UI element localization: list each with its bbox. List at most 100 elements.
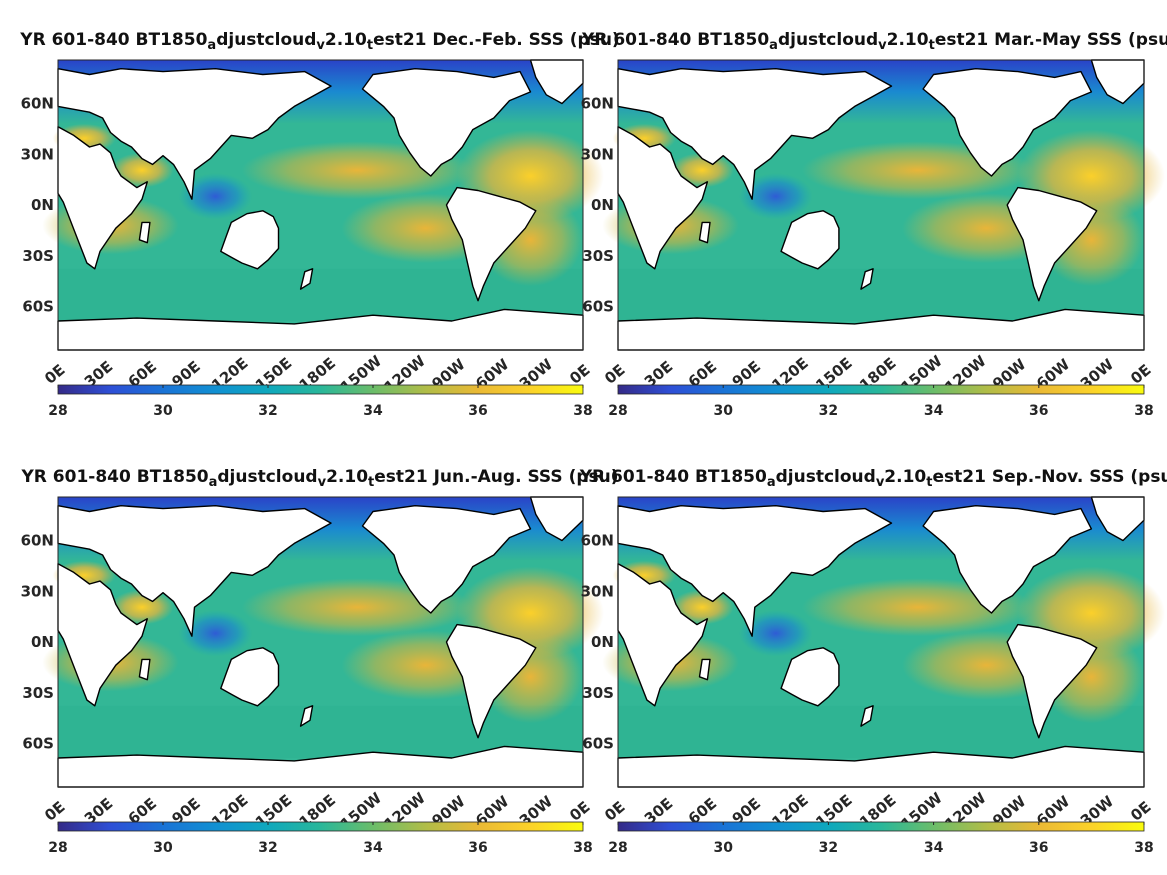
title-subscript: t bbox=[929, 38, 935, 53]
colorbar bbox=[57, 384, 584, 395]
y-tick-0n: 0N bbox=[31, 633, 54, 651]
land-southamerica bbox=[445, 623, 537, 739]
title-segment: est21 Jun.-Aug. SSS (psu) bbox=[374, 467, 618, 487]
colorbar-tick-36: 36 bbox=[1029, 840, 1048, 856]
land-africa bbox=[617, 126, 709, 270]
colorbar-tick-30: 30 bbox=[713, 840, 733, 856]
arabian-sea-high-salinity bbox=[110, 152, 174, 188]
title-segment: YR 601-840 BT1850 bbox=[19, 30, 207, 50]
land-newzealand bbox=[299, 268, 314, 290]
y-tick-0n: 0N bbox=[591, 633, 614, 651]
land-newzealand bbox=[299, 705, 314, 727]
x-tick-0e: 0E bbox=[1127, 798, 1154, 825]
y-tick-60s: 60S bbox=[22, 298, 54, 316]
colorbar-tick-34: 34 bbox=[363, 403, 383, 419]
panel-title: YR 601-840 BT1850adjustcloudv2.10test21 … bbox=[19, 30, 619, 53]
colorbar-tick-32: 32 bbox=[819, 403, 838, 419]
title-segment: 2.10 bbox=[887, 30, 929, 50]
x-tick-0e: 0E bbox=[601, 798, 628, 825]
title-segment: 2.10 bbox=[884, 467, 926, 487]
arabian-sea-high-salinity bbox=[670, 152, 734, 188]
title-segment: est21 Sep.-Nov. SSS (psu) bbox=[932, 467, 1167, 487]
panel-title: YR 601-840 BT1850adjustcloudv2.10test21 … bbox=[579, 467, 1167, 490]
y-tick-30n: 30N bbox=[581, 582, 614, 600]
title-segment: YR 601-840 BT1850 bbox=[20, 467, 208, 487]
land-australia bbox=[220, 210, 280, 270]
arabian-sea-high-salinity bbox=[670, 589, 734, 625]
map-frame bbox=[57, 496, 584, 788]
y-tick-30s: 30S bbox=[22, 247, 54, 265]
map-frame bbox=[617, 59, 1145, 351]
colorbar-tick-36: 36 bbox=[1029, 403, 1048, 419]
colorbar-tick-30: 30 bbox=[153, 403, 173, 419]
title-segment: 2.10 bbox=[325, 30, 367, 50]
land-africa bbox=[57, 563, 148, 707]
title-segment: djustcloud bbox=[778, 30, 878, 50]
x-tick-0e: 0E bbox=[566, 361, 593, 388]
colorbar bbox=[617, 821, 1145, 832]
land-newzealand bbox=[860, 268, 874, 290]
title-segment: djustcloud bbox=[216, 30, 316, 50]
x-tick-0e: 0E bbox=[566, 798, 593, 825]
colorbar-tick-36: 36 bbox=[468, 403, 487, 419]
colorbar-tick-34: 34 bbox=[924, 840, 944, 856]
y-tick-0n: 0N bbox=[31, 196, 54, 214]
map-panel-4: YR 601-840 BT1850adjustcloudv2.10test21 … bbox=[579, 467, 1167, 856]
land-australia bbox=[780, 647, 840, 707]
map-panel-3: YR 601-840 BT1850adjustcloudv2.10test21 … bbox=[20, 467, 618, 856]
colorbar-tick-38: 38 bbox=[573, 403, 592, 419]
land-eurasia bbox=[617, 505, 893, 637]
title-subscript: t bbox=[367, 38, 373, 53]
land-madagascar bbox=[138, 658, 151, 681]
colorbar-tick-28: 28 bbox=[48, 840, 67, 856]
title-subscript: a bbox=[767, 475, 776, 490]
colorbar-tick-32: 32 bbox=[258, 403, 277, 419]
title-subscript: v bbox=[878, 38, 887, 53]
colorbar-tick-36: 36 bbox=[468, 840, 487, 856]
y-tick-60n: 60N bbox=[21, 95, 54, 113]
colorbar bbox=[617, 384, 1145, 395]
title-subscript: a bbox=[769, 38, 778, 53]
land-eurasia bbox=[617, 68, 893, 200]
land-australia bbox=[780, 210, 840, 270]
colorbar-tick-28: 28 bbox=[48, 403, 67, 419]
y-tick-30n: 30N bbox=[21, 145, 54, 163]
arabian-sea-high-salinity bbox=[110, 589, 174, 625]
title-subscript: a bbox=[207, 38, 216, 53]
colorbar-tick-38: 38 bbox=[1134, 840, 1153, 856]
land-eurasia bbox=[57, 505, 332, 637]
y-tick-60s: 60S bbox=[582, 298, 614, 316]
title-segment: est21 Dec.-Feb. SSS (psu) bbox=[373, 30, 620, 50]
colorbar-tick-30: 30 bbox=[713, 403, 733, 419]
land-southamerica bbox=[1006, 186, 1098, 302]
land-southamerica bbox=[445, 186, 537, 302]
title-subscript: v bbox=[876, 475, 885, 490]
land-northamerica bbox=[922, 68, 1093, 177]
colorbar-tick-32: 32 bbox=[258, 840, 277, 856]
map-panel-2: YR 601-840 BT1850adjustcloudv2.10test21 … bbox=[581, 30, 1167, 419]
y-tick-60n: 60N bbox=[581, 95, 614, 113]
map-panel-1: YR 601-840 BT1850adjustcloudv2.10test21 … bbox=[19, 30, 619, 419]
title-subscript: v bbox=[316, 38, 325, 53]
land-newzealand bbox=[860, 705, 874, 727]
land-australia bbox=[220, 647, 280, 707]
y-tick-30s: 30S bbox=[582, 684, 614, 702]
maritime-continent-fresh bbox=[738, 173, 813, 220]
colorbar-tick-38: 38 bbox=[573, 840, 592, 856]
colorbar-tick-34: 34 bbox=[363, 840, 383, 856]
title-segment: 2.10 bbox=[326, 467, 368, 487]
colorbar-tick-38: 38 bbox=[1134, 403, 1153, 419]
x-tick-0e: 0E bbox=[41, 361, 68, 388]
y-tick-60n: 60N bbox=[581, 532, 614, 550]
title-segment: djustcloud bbox=[776, 467, 876, 487]
land-northamerica bbox=[361, 68, 532, 177]
maritime-continent-fresh bbox=[738, 610, 813, 657]
x-tick-0e: 0E bbox=[41, 798, 68, 825]
title-segment: djustcloud bbox=[217, 467, 317, 487]
colorbar-tick-32: 32 bbox=[819, 840, 838, 856]
land-madagascar bbox=[698, 221, 711, 244]
title-subscript: t bbox=[926, 475, 932, 490]
title-subscript: t bbox=[368, 475, 374, 490]
y-tick-60s: 60S bbox=[582, 735, 614, 753]
